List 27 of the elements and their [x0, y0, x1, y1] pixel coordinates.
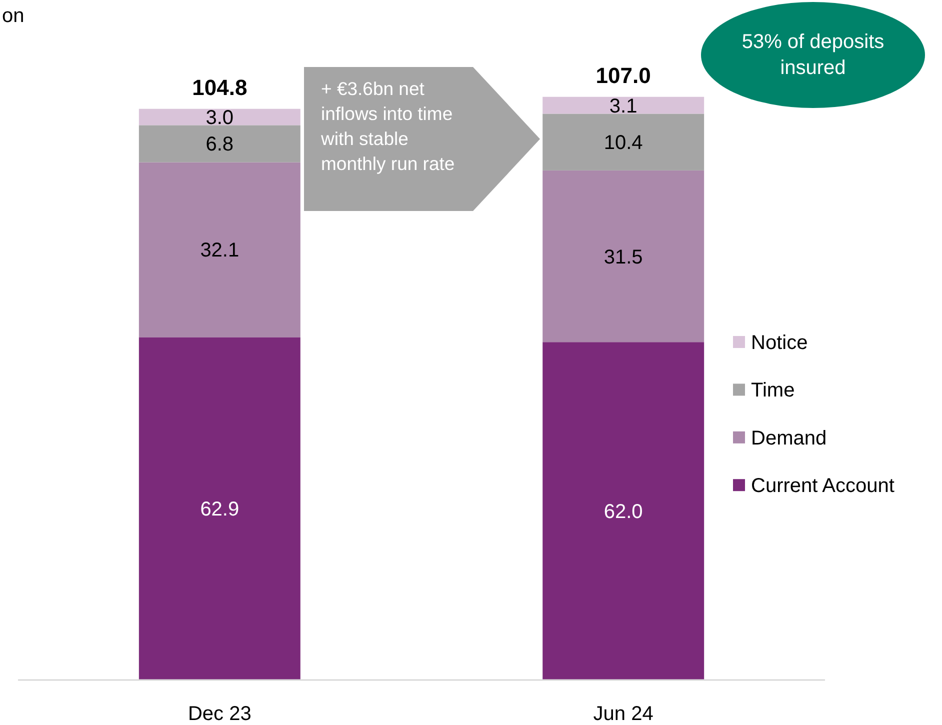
legend-label: Demand [751, 427, 827, 450]
total-label: 104.8 [192, 74, 248, 100]
bar [138, 108, 300, 126]
total-label: 107.0 [596, 62, 651, 88]
bar [138, 337, 300, 680]
text: 53% of deposits insured [742, 31, 884, 79]
x-tick-label: Jun 24 [593, 703, 654, 725]
bar [542, 96, 704, 114]
bar [542, 170, 704, 342]
data-label: 32.1 [200, 240, 240, 262]
legend-label: Time [751, 380, 795, 402]
data-label: 62.0 [604, 501, 643, 524]
data-label: 3.1 [609, 95, 638, 118]
annotation: + €3.6bn net inflows into time with stable monthly run rate [320, 78, 455, 174]
data-label: 6.8 [206, 134, 234, 156]
data-label: 31.5 [604, 246, 643, 268]
data-label: 62.9 [200, 498, 240, 521]
bar [542, 114, 704, 170]
legend-label: Notice [751, 332, 808, 354]
y-axis-title: on [2, 5, 24, 27]
bar [138, 125, 300, 162]
x-tick-label: Dec 23 [188, 703, 252, 725]
bar [138, 162, 300, 338]
data-label: 3.0 [206, 107, 234, 130]
data-label: 10.4 [604, 132, 643, 154]
legend-label: Current Account [751, 475, 895, 498]
bar [542, 342, 704, 680]
